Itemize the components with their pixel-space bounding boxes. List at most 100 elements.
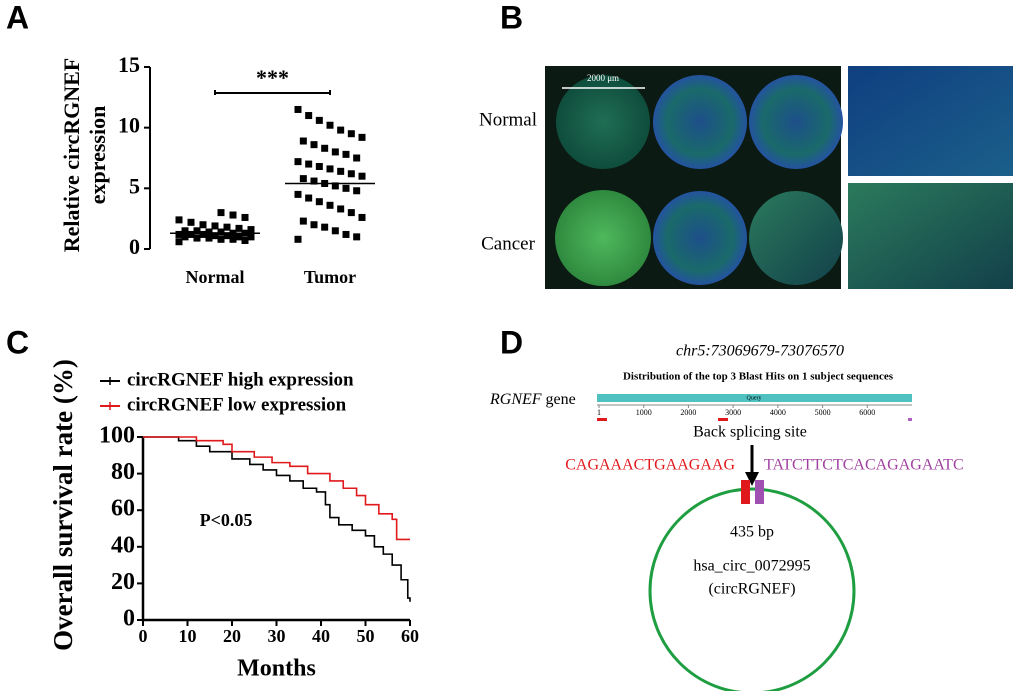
x-tick-label: Tumor	[304, 267, 356, 287]
x-tick-label: Normal	[186, 267, 245, 287]
ruler-label: 4000	[770, 408, 786, 417]
blast-title: Distribution of the top 3 Blast Hits on …	[623, 371, 894, 383]
y-tick-label: 20	[111, 569, 135, 595]
panel-letter: C	[6, 324, 29, 360]
point	[310, 177, 318, 185]
point	[241, 237, 249, 245]
point	[299, 175, 307, 183]
y-tick-label: 0	[123, 606, 135, 632]
y-axis-label: Relative circRGNEF	[59, 58, 84, 252]
point	[223, 223, 231, 231]
x-tick-label: 60	[401, 626, 419, 646]
point	[331, 227, 339, 235]
y-tick-label: 5	[129, 173, 140, 198]
point	[229, 211, 237, 219]
point	[342, 184, 350, 192]
point	[326, 201, 334, 209]
point	[310, 221, 318, 229]
point	[193, 227, 201, 235]
point	[294, 235, 302, 243]
point	[358, 172, 366, 180]
point	[347, 130, 355, 138]
point	[315, 116, 323, 124]
point	[211, 222, 219, 230]
significance-bracket	[214, 90, 331, 95]
point	[205, 228, 213, 236]
circ-alias: (circRGNEF)	[708, 581, 795, 598]
point	[187, 230, 195, 238]
point	[342, 230, 350, 238]
point	[326, 165, 334, 173]
point	[342, 150, 350, 158]
x-tick-label: 0	[139, 626, 148, 646]
point	[247, 226, 255, 234]
point	[315, 198, 323, 206]
point	[211, 232, 219, 240]
x-tick-label: 50	[357, 626, 375, 646]
y-tick-label: 10	[118, 113, 140, 138]
point	[331, 148, 339, 156]
y-axis-label: Overall survival rate (%)	[48, 359, 78, 651]
legend-label: circRGNEF low expression	[127, 394, 347, 415]
point	[315, 162, 323, 170]
panel-letter: D	[500, 324, 523, 360]
ruler-label: 5000	[815, 408, 831, 417]
point	[353, 233, 361, 241]
ruler-label: 6000	[859, 408, 875, 417]
point	[241, 213, 249, 221]
point	[299, 137, 307, 145]
panel-letter: A	[6, 0, 29, 35]
site-label: Back splicing site	[693, 424, 807, 441]
ruler-label: 1	[597, 408, 601, 417]
point	[321, 223, 329, 231]
point	[199, 230, 207, 238]
point	[310, 141, 318, 149]
gene-name: RGNEF	[489, 391, 542, 408]
point	[175, 216, 183, 224]
point	[305, 112, 313, 120]
point	[181, 227, 189, 235]
point	[175, 230, 183, 238]
y-tick-label: 80	[111, 459, 135, 485]
circ-size: 435 bp	[730, 524, 774, 541]
y-tick-label: 15	[118, 52, 140, 77]
point	[353, 154, 361, 162]
point	[181, 233, 189, 241]
ruler-label: 3000	[725, 408, 741, 417]
query-label: Query	[747, 395, 762, 401]
point	[337, 205, 345, 213]
point	[299, 217, 307, 225]
point	[199, 221, 207, 229]
y-tick-label: 40	[111, 532, 135, 558]
circ-id: hsa_circ_0072995	[693, 558, 810, 575]
point	[235, 224, 243, 232]
point	[347, 170, 355, 178]
x-tick-label: 20	[223, 626, 241, 646]
point	[217, 235, 225, 243]
row-label: Normal	[479, 109, 537, 130]
axes	[141, 437, 410, 622]
point	[235, 233, 243, 241]
x-tick-label: 10	[179, 626, 197, 646]
locus: chr5:73069679-73076570	[676, 343, 844, 360]
point	[294, 158, 302, 166]
row-label: Cancer	[481, 233, 535, 254]
annotation: ***	[256, 65, 289, 90]
point	[358, 213, 366, 221]
point	[305, 194, 313, 202]
sequence-left: CAGAAACTGAAGAAG	[565, 457, 735, 474]
scale-bar-label: 2000 μm	[587, 73, 619, 83]
point	[294, 190, 302, 198]
y-tick-label: 0	[129, 234, 140, 259]
point	[175, 238, 183, 246]
point	[294, 105, 302, 113]
y-tick-label: 60	[111, 496, 135, 522]
survival-curve	[143, 436, 411, 602]
sequence-right: TATCTTCTCACAGAGAATC	[764, 457, 964, 474]
point	[353, 187, 361, 195]
ruler-label: 2000	[680, 408, 696, 417]
annotation: P<0.05	[200, 510, 253, 530]
legend-label: circRGNEF high expression	[127, 369, 354, 390]
point	[337, 126, 345, 134]
